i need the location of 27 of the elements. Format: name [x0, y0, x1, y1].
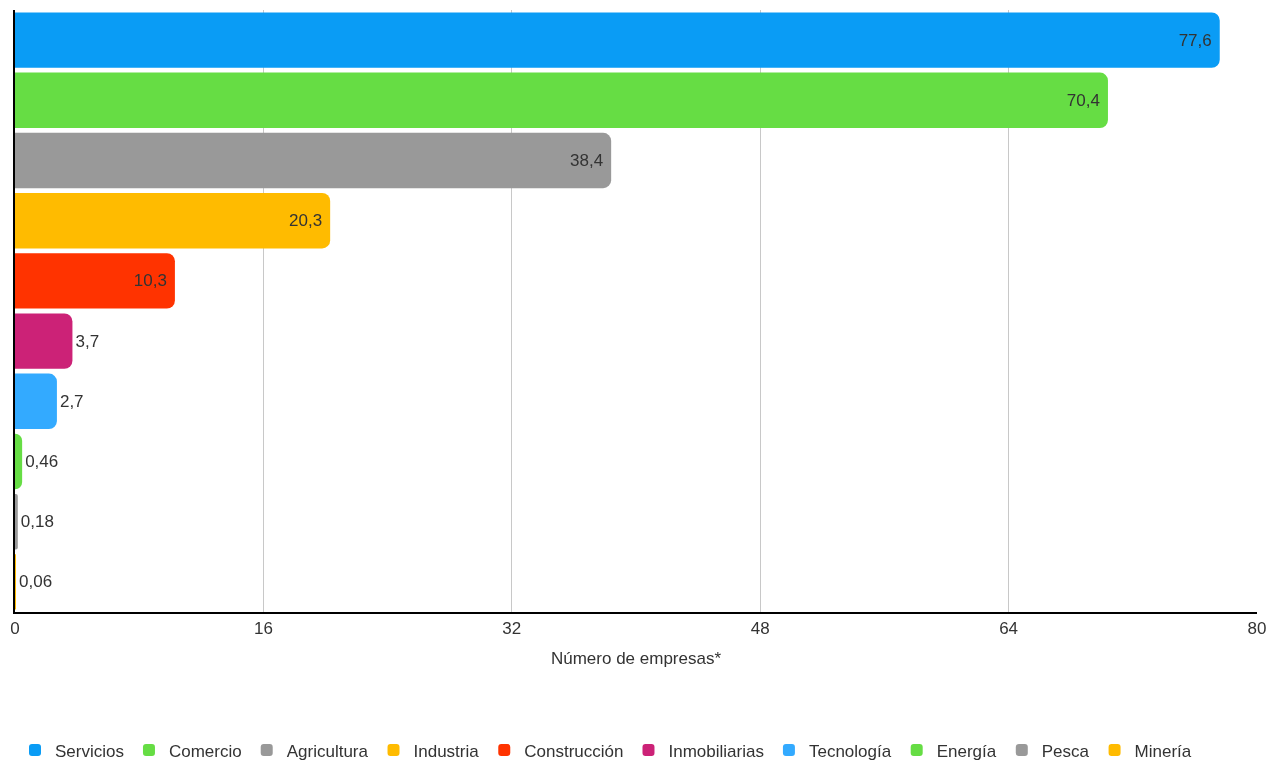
- legend-label: Agricultura: [286, 741, 369, 761]
- legend-label: Inmobiliarias: [668, 741, 764, 761]
- legend-label: Construcción: [524, 741, 624, 761]
- data-label: 2,7: [59, 391, 84, 411]
- data-label: 0,06: [19, 572, 53, 592]
- data-label: 0,46: [25, 452, 59, 471]
- x-tick-label: 0: [10, 619, 20, 639]
- legend-label: Industria: [413, 741, 480, 761]
- legend-label: Tecnología: [808, 741, 892, 761]
- x-tick-label: 48: [750, 619, 770, 639]
- x-tick-label: 80: [1247, 619, 1267, 639]
- data-label: 3,7: [75, 331, 100, 351]
- data-label: 70,4: [1066, 90, 1100, 110]
- legend-label: Servicios: [55, 741, 124, 761]
- legend-label: Comercio: [168, 741, 242, 761]
- data-label: 77,6: [1178, 30, 1212, 50]
- data-label: 20,3: [289, 211, 323, 231]
- x-tick-label: 64: [999, 619, 1019, 639]
- x-tick-label: 32: [502, 619, 522, 639]
- data-label: 10,3: [133, 271, 167, 291]
- x-axis-title: Número de empresas*: [550, 649, 722, 669]
- x-tick-label: 16: [253, 619, 273, 639]
- data-label: 38,4: [570, 151, 604, 170]
- legend-label: Energía: [936, 741, 997, 761]
- data-label: 0,18: [20, 512, 54, 532]
- legend-label: Pesca: [1041, 741, 1090, 761]
- legend-label: Minería: [1134, 741, 1192, 761]
